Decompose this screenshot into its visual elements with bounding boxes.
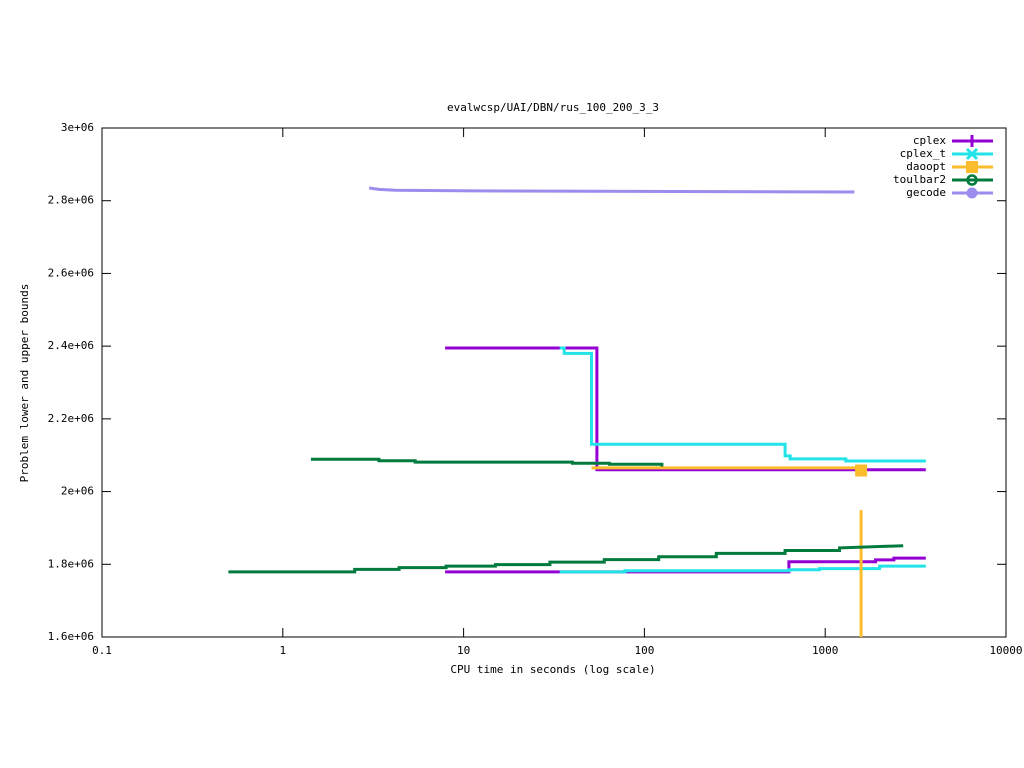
x-tick-label: 1 xyxy=(279,644,286,657)
y-tick-label: 2e+06 xyxy=(61,485,94,498)
y-tick-label: 1.6e+06 xyxy=(48,630,94,643)
legend-label: daoopt xyxy=(906,160,946,173)
series-line xyxy=(445,346,926,472)
marker xyxy=(966,135,978,147)
x-axis-label: CPU time in seconds (log scale) xyxy=(450,663,655,676)
x-tick-label: 0.1 xyxy=(92,644,112,657)
marker xyxy=(965,147,979,161)
series-line xyxy=(559,346,926,463)
y-tick-label: 2.4e+06 xyxy=(48,339,94,352)
x-tick-label: 10 xyxy=(457,644,470,657)
legend-label: gecode xyxy=(906,186,946,199)
y-tick-label: 2.2e+06 xyxy=(48,412,94,425)
y-tick-label: 2.8e+06 xyxy=(48,194,94,207)
y-tick-label: 2.6e+06 xyxy=(48,266,94,279)
y-axis-label: Problem lower and upper bounds xyxy=(18,284,31,483)
x-tick-label: 100 xyxy=(634,644,654,657)
marker xyxy=(966,161,978,173)
marker xyxy=(966,187,978,199)
marker xyxy=(855,464,868,477)
marker xyxy=(966,174,978,186)
legend-label: cplex xyxy=(913,134,946,147)
chart-title: evalwcsp/UAI/DBN/rus_100_200_3_3 xyxy=(447,101,659,114)
x-tick-label: 10000 xyxy=(989,644,1022,657)
series-line xyxy=(228,544,904,574)
legend-label: cplex_t xyxy=(900,147,946,160)
plot-border xyxy=(101,127,1007,638)
legend-label: toulbar2 xyxy=(893,173,946,186)
series-line xyxy=(368,186,855,194)
series-line xyxy=(559,564,926,574)
y-tick-label: 1.8e+06 xyxy=(48,557,94,570)
series-line xyxy=(310,457,664,467)
y-tick-label: 3e+06 xyxy=(61,121,94,134)
x-tick-label: 1000 xyxy=(812,644,839,657)
